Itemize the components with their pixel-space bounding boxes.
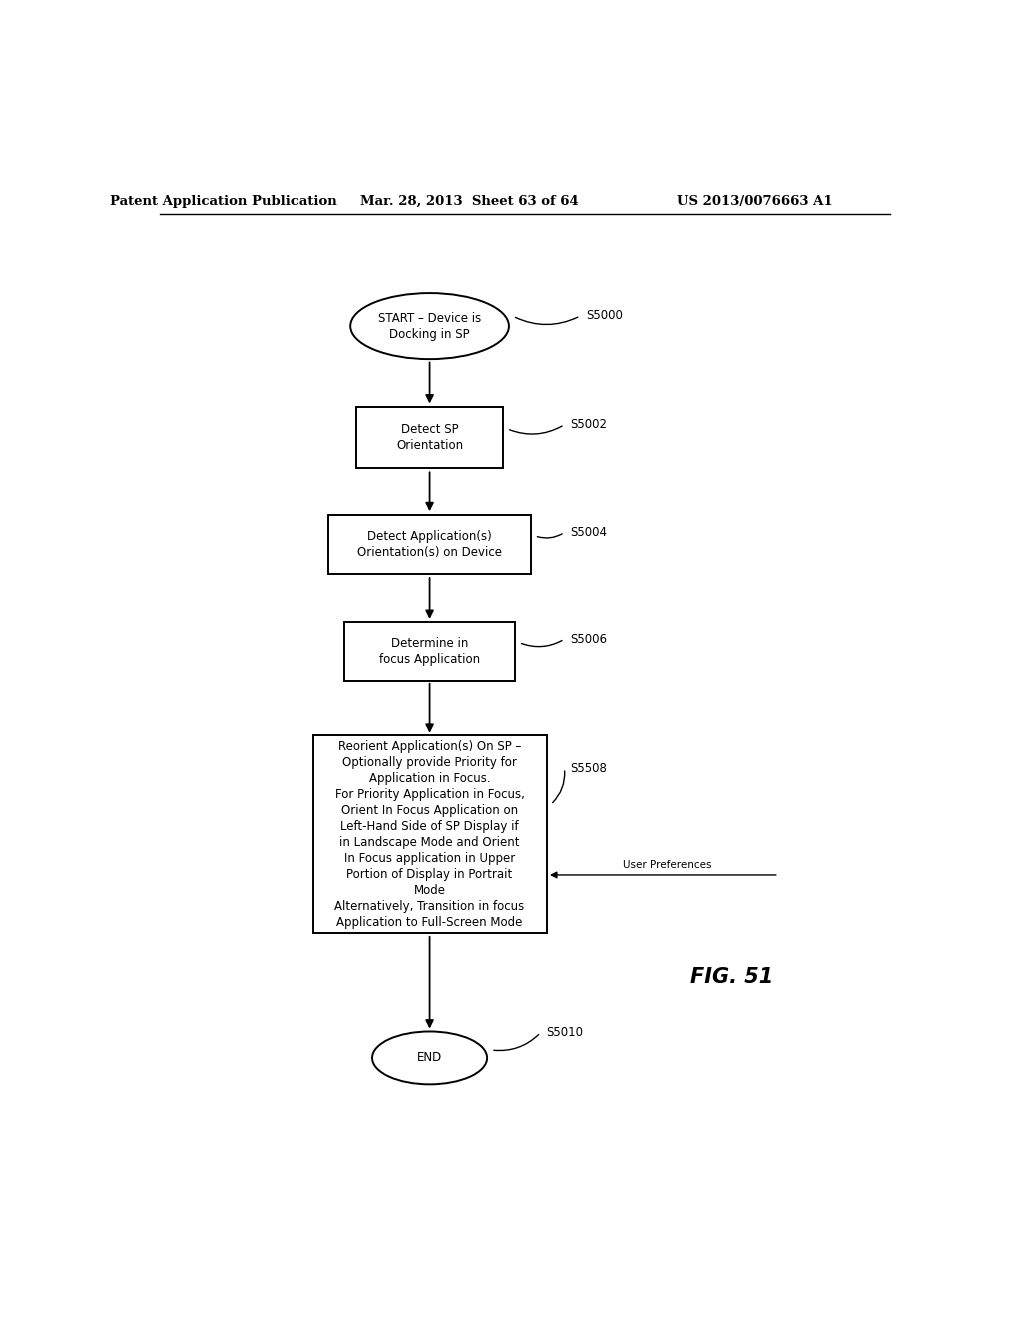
Text: S5004: S5004 [570, 525, 607, 539]
Bar [329, 515, 530, 574]
Bar [344, 622, 515, 681]
Text: US 2013/0076663 A1: US 2013/0076663 A1 [677, 194, 833, 207]
Text: Patent Application Publication: Patent Application Publication [110, 194, 337, 207]
Text: S5000: S5000 [586, 309, 623, 322]
Text: Mar. 28, 2013  Sheet 63 of 64: Mar. 28, 2013 Sheet 63 of 64 [359, 194, 579, 207]
Text: END: END [417, 1052, 442, 1064]
Text: FIG. 51: FIG. 51 [689, 966, 773, 986]
Text: S5508: S5508 [570, 762, 607, 775]
Text: Determine in
focus Application: Determine in focus Application [379, 636, 480, 665]
Text: S5006: S5006 [570, 632, 607, 645]
Text: User Preferences: User Preferences [624, 859, 712, 870]
Text: Reorient Application(s) On SP –
Optionally provide Priority for
Application in F: Reorient Application(s) On SP – Optional… [335, 739, 524, 929]
Text: Detect SP
Orientation: Detect SP Orientation [396, 424, 463, 453]
Bar [312, 735, 547, 933]
Text: S5010: S5010 [546, 1026, 584, 1039]
Text: S5002: S5002 [570, 418, 607, 432]
Bar [356, 408, 503, 469]
Text: START – Device is
Docking in SP: START – Device is Docking in SP [378, 312, 481, 341]
Text: Detect Application(s)
Orientation(s) on Device: Detect Application(s) Orientation(s) on … [357, 531, 502, 560]
